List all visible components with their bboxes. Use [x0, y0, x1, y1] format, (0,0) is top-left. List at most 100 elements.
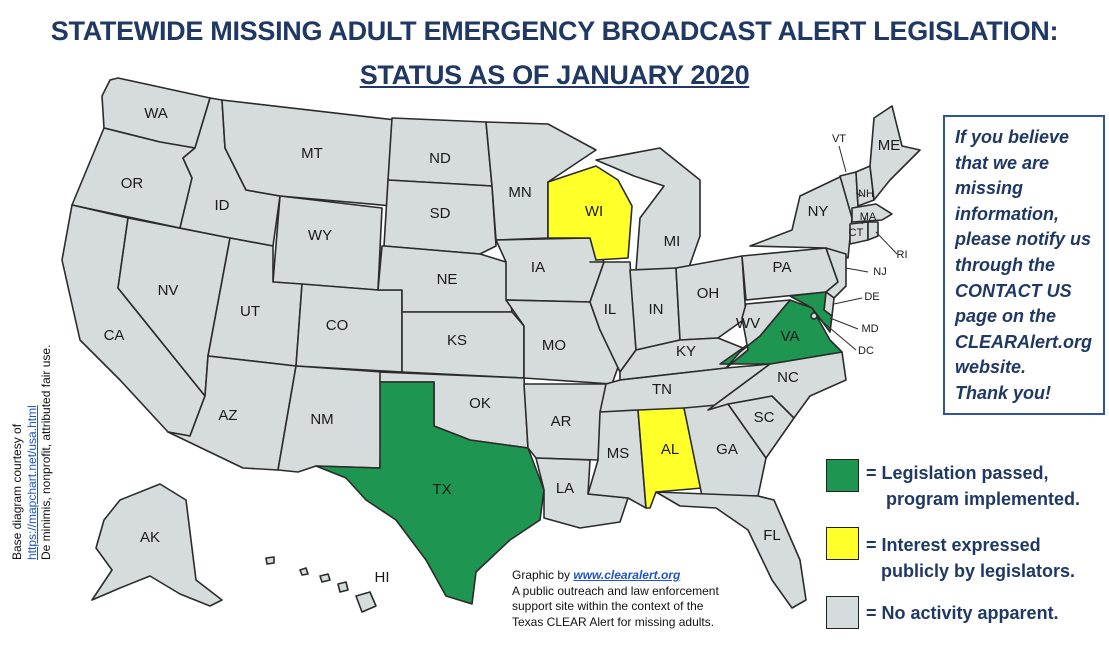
attribution-line-3: De minimis, nonprofit, attributed fair u…: [39, 344, 53, 560]
state-label-md: MD: [861, 323, 878, 335]
legend-label-passed: = Legislation passed, program implemente…: [866, 463, 1081, 509]
state-label-de: DE: [864, 291, 879, 303]
state-label-nj: NJ: [873, 266, 886, 278]
state-label-wa: WA: [144, 105, 168, 122]
state-label-mi: MI: [664, 233, 681, 250]
info-box: If you believe that we are missing informat…: [943, 115, 1105, 415]
credit-line-2: A public outreach and law enforcement: [512, 583, 719, 598]
state-label-in: IN: [649, 301, 664, 318]
state-label-oh: OH: [697, 285, 720, 302]
credit-line-3: support site within the context of the: [512, 599, 704, 613]
state-label-sd: SD: [430, 205, 451, 222]
state-label-me: ME: [878, 137, 901, 154]
state-label-ky: KY: [676, 343, 696, 360]
state-label-pa: PA: [773, 259, 792, 276]
state-la: [535, 457, 629, 529]
info-line: missing: [955, 178, 1024, 199]
state-label-ak: AK: [140, 529, 160, 546]
state-ri: [867, 221, 879, 241]
attribution-line-1: Base diagram courtesy of: [10, 423, 24, 560]
legend-label-interest: = Interest expressed publicly by legisla…: [866, 535, 1076, 581]
state-oh: [675, 255, 747, 341]
info-text: If you believe that we are missing informat…: [955, 125, 1093, 407]
state-label-ri: RI: [897, 249, 908, 261]
state-label-nh: NH: [858, 188, 874, 200]
credit-link[interactable]: www.clearalert.org: [573, 568, 681, 582]
legend-label-none: = No activity apparent.: [866, 603, 1059, 623]
state-dc: [810, 312, 818, 320]
state-label-ia: IA: [531, 259, 545, 276]
legend-swatch-none: [826, 596, 859, 629]
state-label-ms: MS: [607, 445, 630, 462]
info-line: Thank you!: [955, 382, 1052, 403]
state-ak: [91, 483, 223, 607]
info-line: page on the: [955, 306, 1057, 327]
state-label-dc: DC: [858, 345, 874, 357]
state-me: [869, 105, 921, 201]
state-label-hi: HI: [375, 569, 390, 586]
state-label-wy: WY: [308, 227, 332, 244]
legend-swatch-interest: [826, 527, 859, 560]
state-ny: [749, 175, 853, 259]
info-line: CLEARAlert.org: [955, 331, 1093, 352]
state-label-nc: NC: [777, 369, 799, 386]
state-sd: [383, 179, 497, 255]
state-ma: [851, 203, 893, 223]
graphic-credit: Graphic by www.clearalert.org A public o…: [512, 568, 719, 630]
state-label-ca: CA: [104, 327, 125, 344]
state-label-la: LA: [556, 480, 574, 497]
legend-swatch-passed: [826, 459, 859, 492]
state-label-ny: NY: [808, 203, 829, 220]
state-label-wi: WI: [585, 203, 603, 220]
state-wi: [547, 165, 633, 261]
credit-line-4: Texas CLEAR Alert for missing adults.: [512, 614, 715, 629]
state-label-nv: NV: [158, 282, 179, 299]
label-leader-line: [817, 317, 857, 351]
info-line: that we are: [955, 152, 1050, 173]
page-subtitle: STATUS AS OF JANUARY 2020: [359, 60, 750, 90]
state-label-tx: TX: [432, 481, 451, 498]
state-label-ks: KS: [447, 332, 467, 349]
state-label-mo: MO: [542, 337, 566, 354]
state-wv: [725, 299, 791, 369]
state-label-ma: MA: [860, 211, 877, 223]
state-label-nm: NM: [310, 411, 333, 428]
state-md: [789, 291, 833, 333]
state-label-vt: VT: [832, 133, 846, 145]
state-label-va: VA: [781, 328, 800, 345]
state-tx: [315, 381, 545, 605]
state-label-il: IL: [604, 301, 617, 318]
state-label-nd: ND: [429, 150, 451, 167]
state-label-al: AL: [661, 441, 679, 458]
state-label-tn: TN: [652, 381, 672, 398]
state-label-ut: UT: [240, 303, 260, 320]
state-label-ga: GA: [716, 441, 738, 458]
state-label-mn: MN: [508, 184, 531, 201]
info-line: CONTACT US: [955, 280, 1072, 301]
label-leader-line: [875, 231, 898, 255]
state-ia: [495, 237, 605, 303]
state-label-ok: OK: [469, 395, 491, 412]
state-fl: [655, 491, 807, 609]
base-map-attribution: Base diagram courtesy of https://mapchar…: [10, 345, 54, 560]
state-label-or: OR: [121, 175, 144, 192]
state-label-ar: AR: [551, 413, 572, 430]
state-label-id: ID: [215, 197, 230, 214]
state-co: [295, 283, 403, 373]
state-label-mt: MT: [301, 145, 323, 162]
state-label-ne: NE: [437, 271, 458, 288]
state-label-az: AZ: [218, 407, 237, 424]
state-label-fl: FL: [763, 527, 781, 544]
label-leader-line: [855, 192, 863, 197]
info-line: please notify us: [955, 229, 1092, 250]
attribution-url[interactable]: https://mapchart.net/usa.html: [24, 405, 39, 560]
credit-prefix: Graphic by: [512, 568, 574, 582]
info-line: If you believe: [955, 127, 1070, 147]
label-leader-line: [838, 145, 847, 173]
state-label-sc: SC: [754, 409, 775, 426]
label-leader-line: [861, 217, 867, 225]
state-label-ct: CT: [849, 227, 864, 239]
state-label-co: CO: [326, 317, 349, 334]
info-line: information,: [955, 203, 1059, 224]
